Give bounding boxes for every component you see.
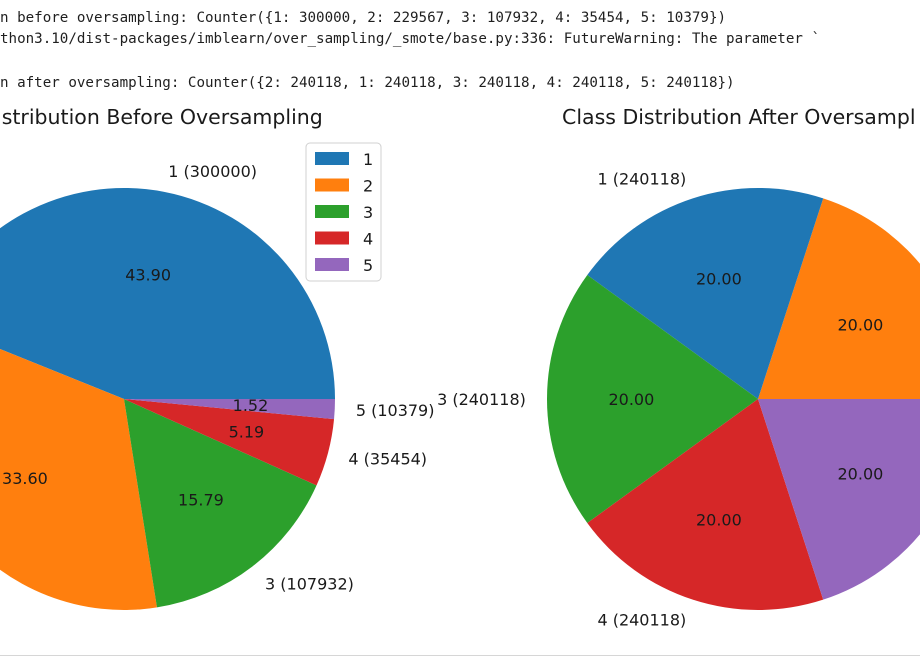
- legend-swatch: [315, 178, 349, 192]
- legend-label: 4: [363, 230, 373, 249]
- legend-label: 5: [363, 256, 373, 275]
- console-line: n after oversampling: Counter({2: 240118…: [0, 75, 735, 91]
- pie-outer-label: 3 (107932): [265, 574, 354, 593]
- pie-pct-label: 20.00: [838, 464, 884, 483]
- legend-swatch: [315, 258, 349, 271]
- pie-pct-label: 20.00: [838, 316, 884, 335]
- pie-slice-3: [124, 399, 317, 608]
- chart-title-after: Class Distribution After Oversampl: [562, 105, 916, 129]
- pie-pct-label: 5.19: [229, 422, 265, 441]
- pie-slice-2: [0, 349, 157, 610]
- console-line: thon3.10/dist-packages/imblearn/over_sam…: [0, 31, 820, 47]
- legend-label: 1: [363, 150, 373, 169]
- pie-pct-label: 20.00: [696, 270, 742, 289]
- pie-pct-label: 43.90: [125, 266, 171, 285]
- pie-pct-label: 20.00: [696, 510, 742, 529]
- pie-outer-label: 1 (240118): [597, 169, 686, 188]
- pie-outer-label: 3 (240118): [437, 390, 526, 409]
- legend-swatch: [315, 205, 349, 218]
- legend-swatch: [315, 231, 349, 245]
- pie-pct-label: 20.00: [608, 390, 654, 409]
- legend: 1 2 3 4 5: [305, 142, 382, 282]
- pie-outer-label: 5 (10379): [356, 401, 435, 420]
- pie-pct-label: 1.52: [233, 396, 269, 415]
- pie-outer-label: 4 (240118): [597, 611, 686, 630]
- pie-outer-label: 1 (300000): [168, 162, 257, 181]
- pie-slice-1: [0, 188, 335, 399]
- pie-slice-2: [758, 198, 920, 399]
- legend-swatch: [315, 152, 349, 165]
- pie-pct-label: 33.60: [2, 469, 48, 488]
- pie-slice-5: [124, 399, 335, 420]
- pie-after: 20.00 20.00 1 (240118) 20.00 3 (240118) 20.00…: [437, 169, 920, 630]
- console-output: n before oversampling: Counter({1: 30000…: [0, 0, 920, 91]
- output-divider: [0, 655, 920, 656]
- pie-slice-4: [587, 399, 824, 610]
- pie-pct-label: 15.79: [178, 491, 224, 510]
- console-line: n before oversampling: Counter({1: 30000…: [0, 10, 727, 26]
- legend-label: 3: [363, 203, 373, 222]
- pie-before: 43.90 1 (300000) 33.60 2 15.79 3 (107932) 5.19…: [0, 162, 434, 610]
- chart-title-before: istribution Before Oversampling: [0, 105, 323, 129]
- pie-slice-1: [587, 188, 824, 399]
- pie-outer-label: 4 (35454): [348, 449, 427, 468]
- legend-label: 2: [363, 177, 373, 196]
- pie-slice-3: [547, 274, 758, 524]
- pie-slice-5: [758, 399, 920, 600]
- pie-slice-4: [124, 399, 335, 486]
